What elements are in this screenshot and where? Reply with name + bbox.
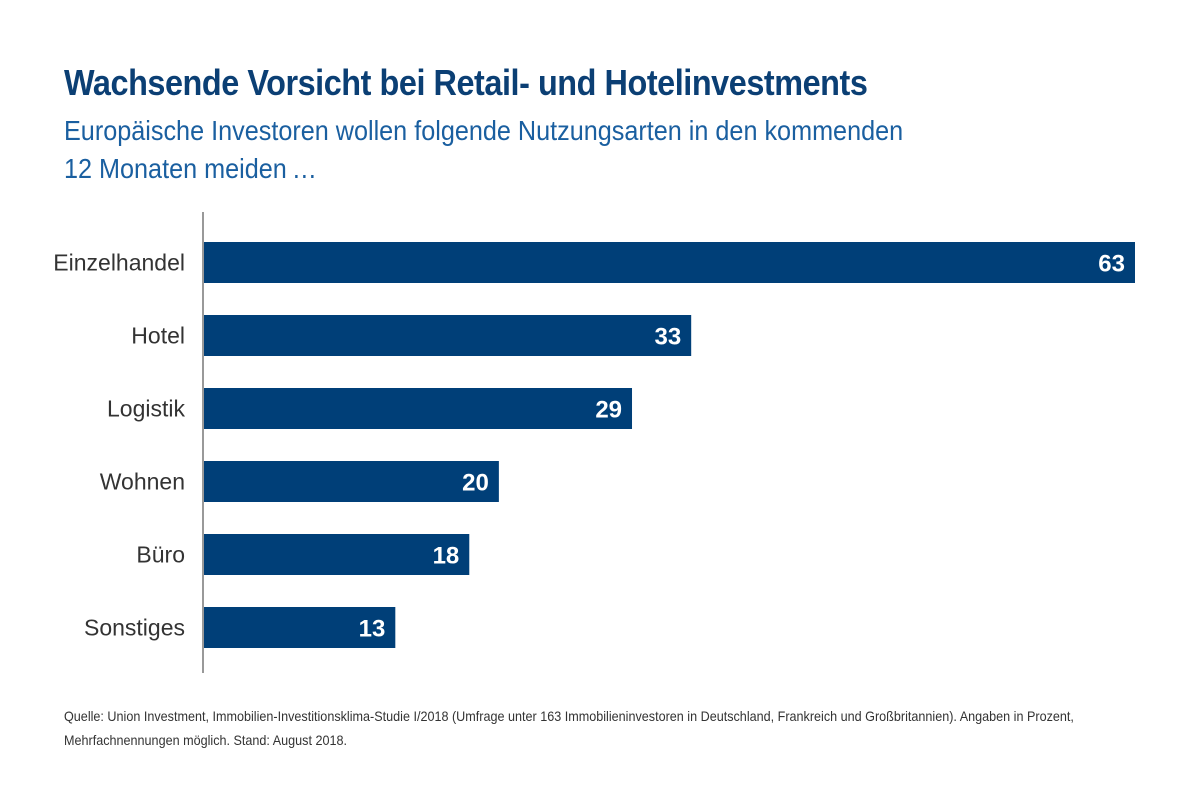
category-label: Wohnen bbox=[100, 469, 185, 495]
data-label: 20 bbox=[462, 470, 489, 497]
chart-title: Wachsende Vorsicht bei Retail- und Hotel… bbox=[64, 62, 868, 103]
category-label: Logistik bbox=[107, 396, 185, 422]
bar bbox=[204, 607, 396, 648]
bar bbox=[204, 242, 1135, 283]
data-label: 13 bbox=[359, 616, 386, 643]
bar bbox=[204, 388, 633, 429]
subtitle-line: 12 Monaten meiden … bbox=[64, 153, 317, 184]
data-label: 29 bbox=[595, 397, 622, 424]
footnote: Quelle: Union Investment, Immobilien-Inv… bbox=[64, 704, 1074, 752]
bar bbox=[204, 315, 692, 356]
chart-subtitle: Europäische Investoren wollen folgende N… bbox=[64, 112, 903, 188]
footnote-line: Quelle: Union Investment, Immobilien-Inv… bbox=[64, 708, 1074, 724]
subtitle-line: Europäische Investoren wollen folgende N… bbox=[64, 115, 904, 146]
data-label: 63 bbox=[1098, 251, 1125, 278]
category-label: Einzelhandel bbox=[53, 250, 185, 276]
data-label: 18 bbox=[433, 543, 460, 570]
category-label: Hotel bbox=[131, 323, 185, 349]
bar bbox=[204, 461, 499, 502]
category-label: Sonstiges bbox=[84, 615, 185, 641]
category-label: Büro bbox=[136, 542, 185, 568]
bar bbox=[204, 534, 470, 575]
footnote-line: Mehrfachnennungen möglich. Stand: August… bbox=[64, 732, 348, 748]
data-label: 33 bbox=[654, 324, 681, 351]
